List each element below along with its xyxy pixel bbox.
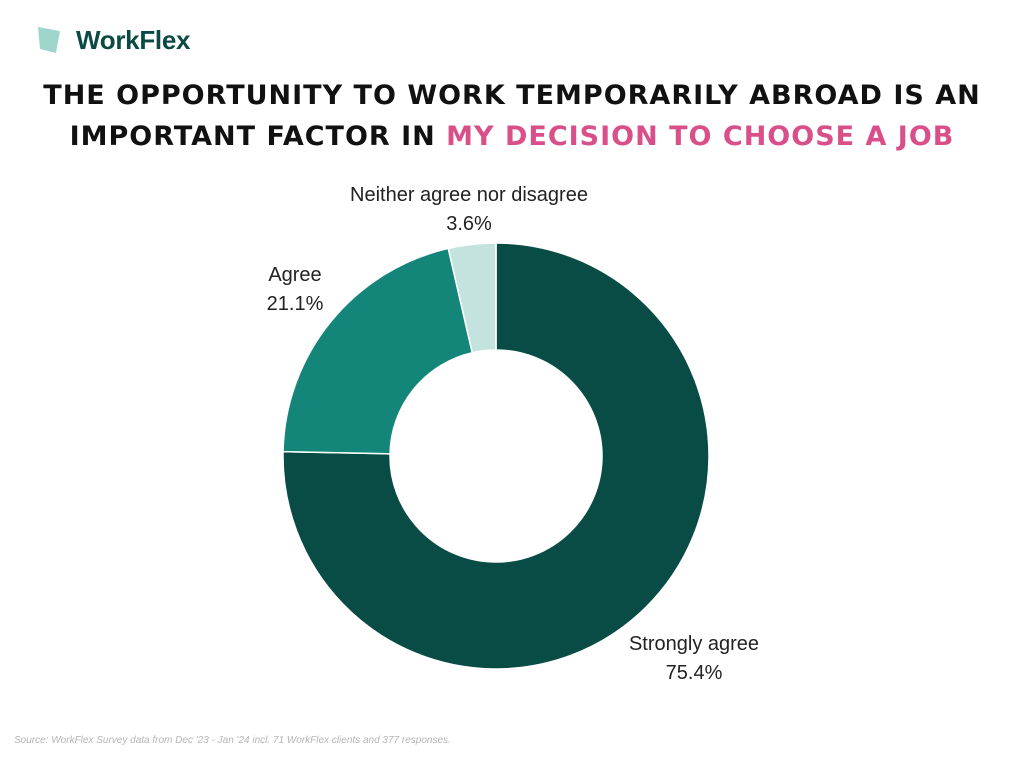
donut-slice-strongly-agree — [282, 242, 710, 670]
slice-value-label: 75.4% — [666, 662, 723, 684]
workflex-logo-icon — [38, 27, 60, 53]
source-note: Source: WorkFlex Survey data from Dec '2… — [14, 735, 451, 746]
workflex-logo: WorkFlex — [36, 22, 190, 58]
slice-label: Strongly agree — [629, 633, 759, 655]
chart-title-text: THE OPPORTUNITY TO WORK TEMPORARILY ABRO… — [43, 80, 981, 152]
slice-label: Agree — [268, 264, 321, 286]
chart-title: THE OPPORTUNITY TO WORK TEMPORARILY ABRO… — [0, 75, 1024, 157]
chart-title-highlight: MY DECISION TO CHOOSE A JOB — [446, 121, 955, 152]
slice-value-label: 21.1% — [267, 293, 324, 315]
donut-slice-agree — [282, 247, 474, 455]
slice-label: Neither agree nor disagree — [350, 184, 588, 206]
donut-slice-neither-agree-nor-disagree — [447, 242, 497, 354]
slice-value-label: 3.6% — [446, 213, 492, 235]
brand-name: WorkFlex — [76, 24, 191, 55]
